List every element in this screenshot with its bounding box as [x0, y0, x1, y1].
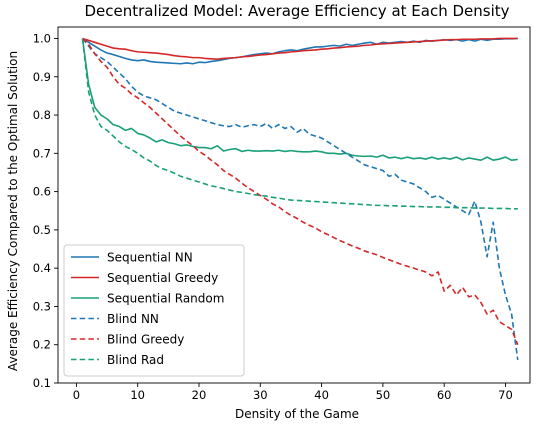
- x-tick-label: 50: [376, 388, 391, 402]
- chart-title: Decentralized Model: Average Efficiency …: [84, 2, 509, 20]
- y-axis-label: Average Efficiency Compared to the Optim…: [6, 51, 20, 371]
- series-line-3: [81, 38, 518, 162]
- legend: Sequential NN Sequential Greedy Sequential…: [63, 244, 245, 377]
- plot-frame: [57, 26, 531, 384]
- y-tick-label: 0.4: [33, 261, 51, 275]
- series-line-6: [81, 38, 518, 210]
- legend-label: Blind Greedy: [107, 333, 184, 347]
- x-tick-label: 70: [498, 388, 513, 402]
- y-tick-label: 0.1: [33, 376, 51, 390]
- series-line-4: [81, 37, 519, 361]
- legend-label: Blind NN: [107, 312, 159, 326]
- x-tick-label: 40: [314, 388, 329, 402]
- series-line-5: [81, 37, 519, 346]
- x-tick-label: 20: [192, 388, 207, 402]
- legend-label: Sequential NN: [107, 251, 193, 265]
- x-axis-label: Density of the Game: [235, 407, 359, 421]
- y-tick-label: 0.3: [33, 299, 51, 313]
- legend-label: Sequential Random: [107, 292, 224, 306]
- x-tick-label: 10: [130, 388, 145, 402]
- y-tick-label: 1.0: [33, 31, 51, 45]
- y-tick-label: 0.2: [33, 338, 51, 352]
- y-tick-label: 0.7: [33, 146, 51, 160]
- legend-label: Blind Rad: [107, 353, 164, 367]
- x-tick-label: 30: [253, 388, 268, 402]
- y-tick-label: 0.6: [33, 185, 51, 199]
- legend-label: Sequential Greedy: [107, 271, 218, 285]
- plot-area: 0 10 20 30 40 50 60 70 0.1 0.2 0.3 0.4 0.5 0.6 0.7 0.8 0…: [33, 26, 531, 402]
- legend-box: [63, 244, 245, 377]
- series-line-2: [82, 37, 518, 60]
- y-tick-label: 0.9: [33, 70, 51, 84]
- y-tick-label: 0.8: [33, 108, 51, 122]
- x-tick-label: 60: [437, 388, 452, 402]
- x-tick-label: 0: [73, 388, 80, 402]
- y-tick-label: 0.5: [33, 223, 51, 237]
